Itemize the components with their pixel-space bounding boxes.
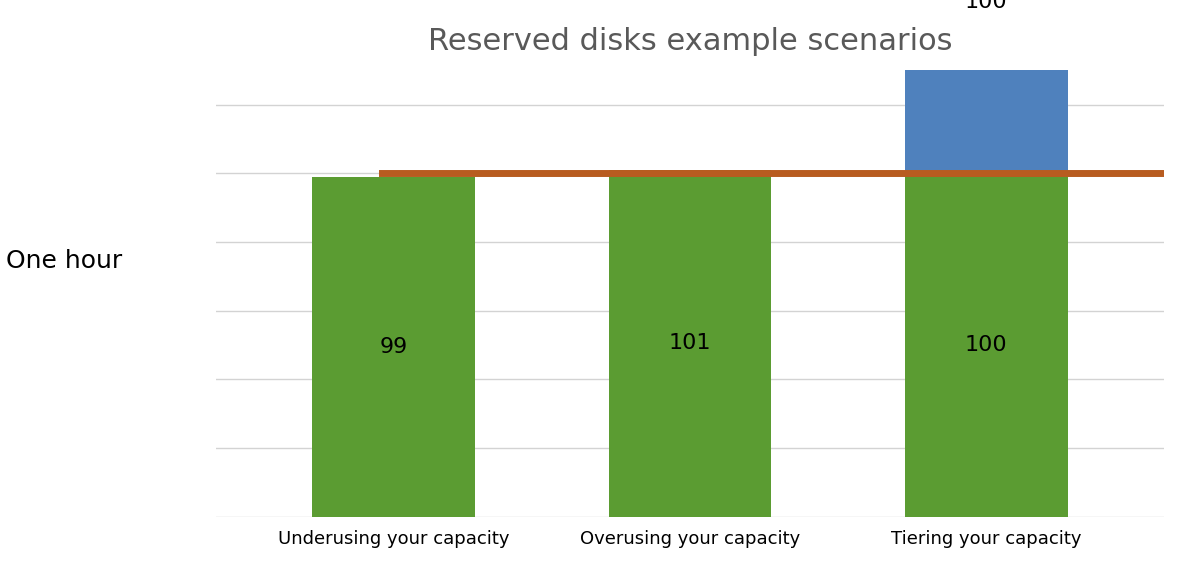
Text: 100: 100: [965, 0, 1008, 12]
Bar: [312, 177, 475, 517]
Text: 99: 99: [379, 337, 408, 357]
Text: 100: 100: [965, 335, 1008, 355]
Bar: [905, 0, 1068, 173]
Bar: [608, 170, 772, 517]
Bar: [905, 173, 1068, 517]
Text: 101: 101: [668, 333, 712, 353]
Title: Reserved disks example scenarios: Reserved disks example scenarios: [427, 26, 953, 56]
Text: One hour: One hour: [6, 249, 122, 273]
